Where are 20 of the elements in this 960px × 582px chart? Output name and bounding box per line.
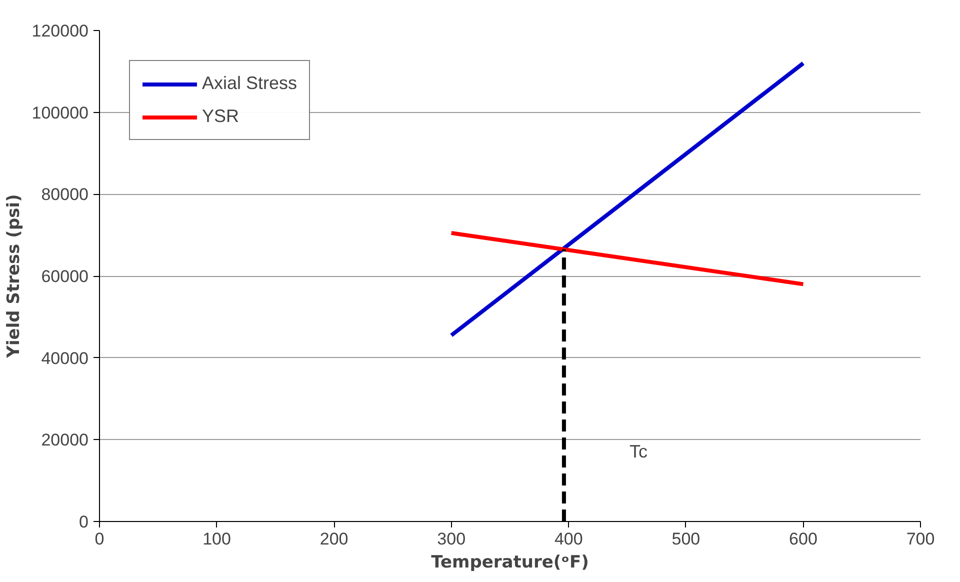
x-tick-label: 300 xyxy=(437,530,466,548)
x-tick-label: 600 xyxy=(789,530,818,548)
x-tick-label: 400 xyxy=(554,530,583,548)
x-tick-label: 200 xyxy=(320,530,348,548)
legend-label: YSR xyxy=(202,106,240,127)
legend-label: Axial Stress xyxy=(202,73,298,94)
y-tick-label: 0 xyxy=(79,512,89,532)
y-tick-label: 20000 xyxy=(41,430,89,450)
annotation: Tc xyxy=(630,442,648,462)
x-tick-label: 100 xyxy=(202,530,231,548)
y-tick-label: 60000 xyxy=(41,267,89,286)
x-axis-title: Temperature(ᵒF) xyxy=(431,552,589,572)
y-axis-title: Yield Stress (psi) xyxy=(4,194,24,359)
y-tick-label: 120000 xyxy=(32,22,89,40)
x-tick-label: 0 xyxy=(94,530,104,548)
y-tick-label: 80000 xyxy=(41,185,89,204)
y-tick-label: 100000 xyxy=(32,103,89,122)
y-tick-label: 40000 xyxy=(41,348,89,368)
x-tick-label: 500 xyxy=(672,530,700,548)
x-tick-label: 700 xyxy=(906,530,935,548)
